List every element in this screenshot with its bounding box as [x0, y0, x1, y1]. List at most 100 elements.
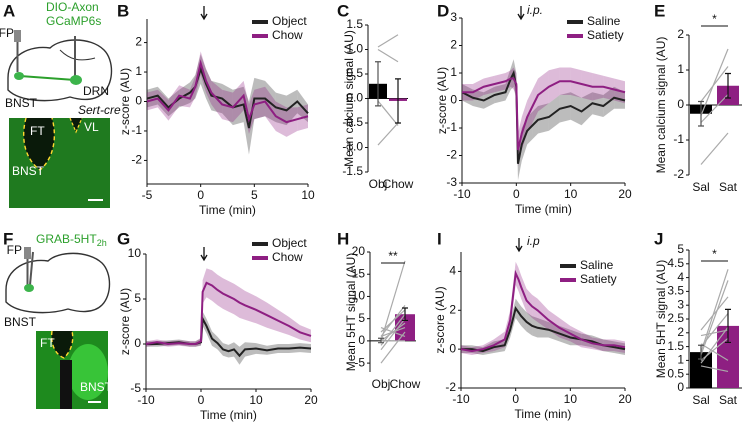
y-tick-label: -2: [446, 148, 457, 162]
fp-label: FP: [7, 243, 22, 257]
x-tick-label: 10: [301, 188, 315, 202]
x-tick-label: Chow: [383, 177, 414, 191]
y-tick-label: 15: [352, 266, 366, 280]
vl-outline: [69, 117, 83, 134]
y-tick-label: 0.5: [667, 366, 684, 380]
y-axis-label: z-score (AU): [433, 286, 447, 353]
x-tick-label: 0: [198, 393, 205, 407]
y-tick-label: -1.5: [342, 164, 363, 178]
brain-outline: [7, 39, 113, 102]
x-tick-label: 10: [564, 392, 578, 406]
virus-label: GCaMP6s: [46, 14, 101, 28]
y-axis-label: Mean 5HT signal (AU): [344, 253, 358, 372]
virus-label: DIO-Axon: [46, 0, 99, 14]
x-tick-label: -5: [142, 188, 153, 202]
paired-line: [700, 280, 729, 356]
paired-line: [700, 365, 729, 373]
x-tick-label: 5: [251, 188, 258, 202]
error-bar: [725, 308, 731, 344]
image-label: FT: [30, 124, 45, 138]
x-axis-label: Time (min): [200, 408, 257, 422]
fiber-track: [60, 360, 72, 409]
y-tick-label: 1.0: [346, 42, 363, 56]
y-tick-label: 0: [449, 341, 456, 355]
bar: [690, 352, 712, 388]
paired-line: [700, 343, 729, 361]
y-tick-label: 0.5: [346, 66, 363, 80]
significance-label: *: [712, 12, 717, 26]
x-tick-label: 10: [249, 393, 263, 407]
y-tick-label: -5: [354, 355, 365, 369]
y-tick-label: 1: [677, 62, 684, 76]
y-tick-label: -1.0: [342, 140, 363, 154]
y-tick-label: 10: [352, 289, 366, 303]
event-arrow: [200, 6, 208, 21]
error-band: [286, 89, 298, 126]
legend-label: Satiety: [580, 272, 617, 286]
paired-line: [700, 313, 729, 347]
y-tick-label: -1: [673, 132, 684, 146]
y-tick-label: 1.5: [346, 17, 363, 31]
error-bar: [375, 61, 381, 107]
annotation: i.p.: [527, 3, 543, 17]
diagram-f: F GRAB-5HT2h FP BNST FT BNST: [3, 229, 113, 409]
x-tick-label: Obj: [372, 377, 391, 391]
error-bar: [378, 337, 384, 344]
paired-line: [377, 48, 399, 63]
panel-letter: H: [337, 229, 349, 248]
x-tick-label: Chow: [390, 377, 421, 391]
event-arrow: [517, 6, 525, 21]
x-tick-label: 0: [197, 188, 204, 202]
legend-label: Chow: [272, 28, 303, 42]
error-band: [548, 67, 560, 104]
paired-line: [380, 309, 406, 333]
paired-line: [377, 122, 399, 146]
drn-label: DRN: [83, 84, 109, 98]
paired-line: [700, 269, 729, 353]
series-line: [460, 269, 626, 353]
injection: [29, 251, 34, 286]
legend-label: Object: [272, 236, 307, 250]
x-tick-label: Sal: [692, 393, 709, 407]
y-tick-label: 2.5: [667, 311, 684, 325]
y-tick-label: 1: [135, 64, 142, 78]
fiber-ferrule: [24, 247, 31, 259]
image-label: VL: [84, 120, 99, 134]
y-tick-label: 4.5: [667, 256, 684, 270]
axon-projection: [19, 75, 76, 81]
y-tick-label: -5: [130, 381, 141, 395]
y-tick-label: 0: [677, 97, 684, 111]
series-line: [146, 65, 309, 129]
significance-label: *: [712, 247, 717, 261]
y-tick-label: 2: [677, 325, 684, 339]
y-tick-label: 5: [358, 311, 365, 325]
legend-label: Satiety: [587, 28, 624, 42]
y-tick-label: 0: [358, 333, 365, 347]
series-line: [146, 59, 309, 124]
paired-line: [380, 318, 406, 351]
error-bar: [395, 78, 401, 124]
y-tick-label: -0.5: [342, 115, 363, 129]
y-tick-label: 2: [677, 27, 684, 41]
y-axis-label: Mean 5HT signal (AU): [654, 260, 668, 379]
y-tick-label: 3.5: [667, 284, 684, 298]
significance-label: **: [388, 249, 398, 263]
panel-letter: D: [437, 1, 449, 20]
brain-outline: [5, 252, 111, 314]
paired-line: [700, 48, 729, 116]
panel-letter: F: [3, 229, 13, 248]
image-label: FT: [40, 336, 55, 350]
fp-label: FP: [0, 26, 14, 40]
x-tick-label: 10: [564, 187, 578, 201]
y-axis-label: z-score (AU): [118, 288, 132, 355]
x-tick-label: Sal: [692, 180, 709, 194]
y-tick-label: 5: [134, 291, 141, 305]
y-tick-label: 10: [128, 246, 142, 260]
series-line: [145, 281, 312, 346]
x-tick-label: 20: [618, 392, 632, 406]
image-label: BNST: [80, 380, 113, 394]
diagram-a: A FP DIO-Axon GCaMP6s DRN BNST Sert-cre …: [0, 0, 121, 208]
bnst-site: [24, 284, 34, 292]
y-tick-label: 4: [677, 270, 684, 284]
